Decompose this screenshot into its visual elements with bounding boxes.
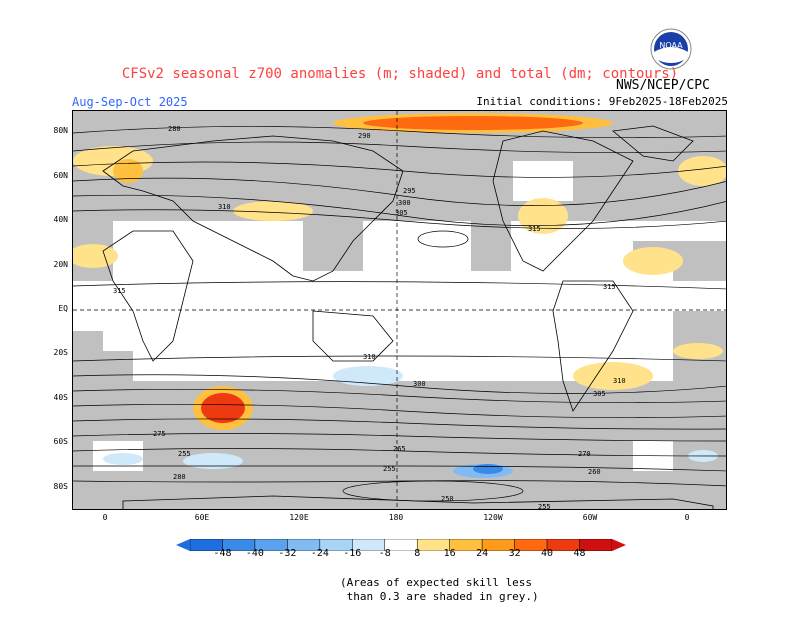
season-label: Aug-Sep-Oct 2025: [72, 95, 188, 109]
initial-conditions-label: Initial conditions: 9Feb2025-18Feb2025: [476, 95, 728, 108]
colorbar-low-arrow: [176, 539, 190, 551]
colorbar-tick-label: 16: [443, 548, 456, 559]
contour-label: 305: [395, 209, 408, 217]
lon-label: 0: [684, 513, 690, 522]
lon-label: 60E: [194, 513, 210, 522]
agency-label: NWS/NCEP/CPC: [616, 78, 710, 93]
lat-label: EQ: [58, 304, 68, 313]
contour-label: 310: [613, 377, 626, 385]
noaa-logo: NOAA: [650, 28, 692, 70]
colorbar-tick-label: 24: [476, 548, 489, 559]
contour-label: 290: [358, 132, 371, 140]
contour-label: 255: [383, 465, 396, 473]
contour-label: 270: [578, 450, 591, 458]
lat-label: 80N: [53, 126, 68, 135]
tropical-band: [93, 161, 673, 471]
contour-label: 300: [413, 380, 426, 388]
contour-label: 300: [398, 199, 411, 207]
low-skill-mask: [73, 111, 726, 509]
colorbar-tick-label: -16: [343, 548, 362, 559]
skill-note: (Areas of expected skill less than 0.3 a…: [340, 576, 539, 603]
world-map: 280 290 295 300 305 310 315 315 315 255 …: [73, 111, 726, 510]
contour-label: 280: [173, 473, 186, 481]
contour-label: 275: [153, 430, 166, 438]
lat-label: 20S: [53, 348, 68, 357]
contour-label: 255: [538, 503, 551, 510]
contour-label: 280: [168, 125, 181, 133]
colorbar: [176, 536, 626, 552]
colorbar-tick-label: -32: [278, 548, 297, 559]
contour-label: 310: [218, 203, 231, 211]
contour-label: 310: [363, 353, 376, 361]
lat-label: 20N: [53, 260, 68, 269]
lat-label: 60S: [53, 437, 68, 446]
colorbar-tick-label: -24: [310, 548, 329, 559]
coastlines: [102, 125, 714, 509]
colorbar-tick-label: 40: [541, 548, 554, 559]
map-panel: 280 290 295 300 305 310 315 315 315 255 …: [72, 110, 727, 510]
reference-lines: [73, 111, 726, 509]
lon-label: 180: [388, 513, 404, 522]
lat-label: 80S: [53, 482, 68, 491]
contour-label: 250: [441, 495, 454, 503]
lat-label: 60N: [53, 171, 68, 180]
map-title: CFSv2 seasonal z700 anomalies (m; shaded…: [121, 66, 679, 82]
lon-label: 120W: [483, 513, 503, 522]
contour-label: 315: [113, 287, 126, 295]
contour-label: 255: [178, 450, 191, 458]
lat-label: 40N: [53, 215, 68, 224]
lat-label: 40S: [53, 393, 68, 402]
negative-anomalies: [103, 366, 718, 478]
contour-label: 315: [528, 225, 541, 233]
lon-label: 120E: [289, 513, 309, 522]
contour-label: 315: [603, 283, 616, 291]
colorbar-high-arrow: [612, 539, 626, 551]
lon-label: 60W: [582, 513, 598, 522]
svg-text:NOAA: NOAA: [659, 41, 683, 50]
height-contours: [73, 126, 726, 502]
contour-label: 260: [588, 468, 601, 476]
contour-label: 265: [393, 445, 406, 453]
contour-label: 305: [593, 390, 606, 398]
colorbar-tick-label: 32: [508, 548, 521, 559]
colorbar-tick-label: -48: [213, 548, 232, 559]
contour-label: 295: [403, 187, 416, 195]
colorbar-tick-label: 8: [414, 548, 421, 559]
colorbar-tick-label: -40: [245, 548, 264, 559]
colorbar-tick-label: 48: [573, 548, 586, 559]
lon-label: 0: [102, 513, 108, 522]
contour-labels: 280 290 295 300 305 310 315 315 315 255 …: [113, 125, 626, 510]
colorbar-tick-label: -8: [378, 548, 391, 559]
